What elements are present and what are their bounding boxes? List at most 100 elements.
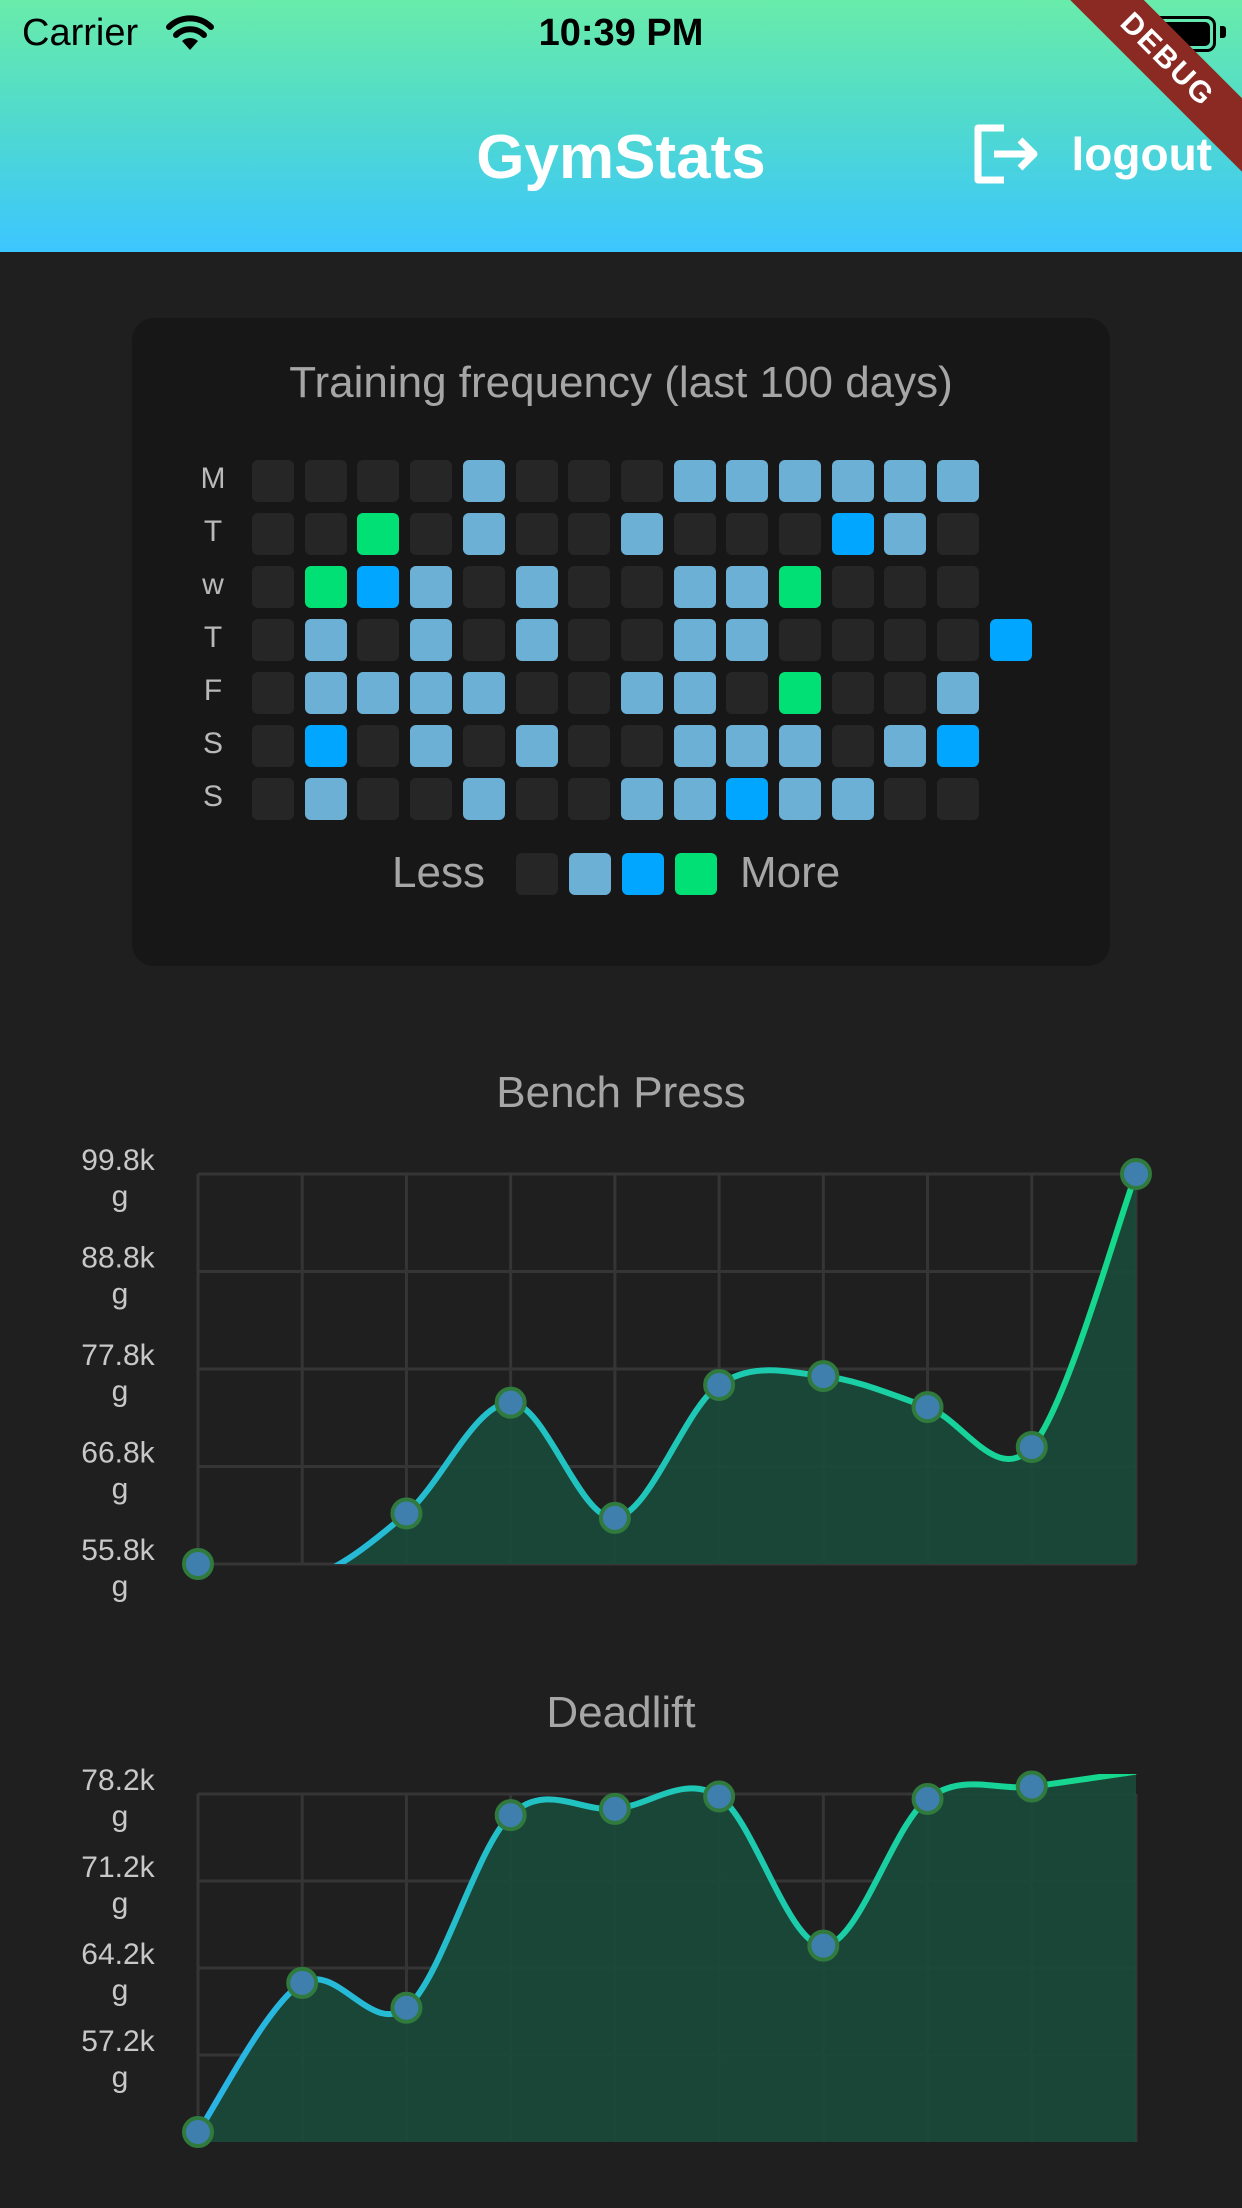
heatmap-cell — [515, 778, 558, 820]
series-area — [198, 1174, 1136, 1564]
heatmap-cell — [673, 566, 716, 608]
data-point — [390, 1991, 423, 2024]
status-bar: Carrier 10:39 PM — [0, 0, 1242, 66]
heatmap-cell — [410, 778, 453, 820]
heatmap-cell — [568, 619, 611, 661]
legend-less: Less — [392, 848, 485, 897]
heatmap-cell — [357, 619, 400, 661]
logout-button[interactable]: logout — [970, 122, 1212, 186]
data-point — [1015, 1770, 1048, 1803]
heatmap-cell — [252, 619, 294, 661]
heatmap-cell — [673, 460, 716, 502]
heatmap-cell — [410, 672, 453, 714]
heatmap-cell — [831, 725, 874, 767]
heatmap-cell — [620, 460, 663, 502]
heatmap-cell — [726, 460, 769, 502]
heatmap-cell — [357, 460, 400, 502]
y-tick-label: 99.8k g — [81, 1144, 155, 1213]
heatmap-cell — [462, 672, 505, 714]
y-tick-label: 57.2k g — [81, 2025, 155, 2094]
app-bar: Carrier 10:39 PM GymStats logout DEBUG — [0, 0, 1242, 252]
day-label: T — [203, 515, 223, 548]
legend-cell — [622, 853, 664, 895]
heatmap-cell — [831, 619, 874, 661]
data-point — [1120, 1158, 1152, 1190]
data-point — [598, 1792, 631, 1825]
heatmap-cell — [515, 566, 558, 608]
heatmap-cell — [462, 460, 505, 502]
series-area — [198, 1774, 1136, 2142]
heatmap-cell — [831, 778, 874, 820]
heatmap-cell — [673, 672, 716, 714]
y-tick-label: 88.8k g — [81, 1242, 155, 1311]
heatmap-cell — [568, 725, 611, 767]
heatmap-cell — [568, 778, 611, 820]
deadlift-chart: 78.2k g 71.2k g 64.2k g 57.2k g — [81, 1764, 1138, 2149]
carrier-label: Carrier — [22, 12, 139, 54]
heatmap-cell — [884, 460, 927, 502]
heatmap-cell — [252, 778, 294, 820]
heatmap-cell — [252, 513, 294, 555]
y-tick-label: 64.2k g — [81, 1938, 155, 2007]
day-label: F — [203, 674, 223, 707]
heatmap-cell — [884, 619, 927, 661]
logout-icon — [974, 124, 1037, 184]
heatmap-cell — [304, 778, 347, 820]
heatmap-cell — [462, 725, 505, 767]
heatmap-cell — [620, 725, 663, 767]
day-label: S — [202, 727, 223, 760]
heatmap-cell — [304, 566, 347, 608]
y-tick-label: 78.2k g — [81, 1764, 155, 1833]
app-title: GymStats — [476, 123, 766, 192]
data-point — [494, 1386, 527, 1419]
heatmap-cell — [357, 778, 400, 820]
heatmap-cell — [252, 725, 294, 767]
heatmap-cell — [304, 513, 347, 555]
data-point — [703, 1368, 736, 1401]
heatmap-cell — [410, 566, 453, 608]
heatmap-cell — [726, 513, 769, 555]
heatmap-cell — [410, 619, 453, 661]
heatmap-cell — [884, 725, 927, 767]
heatmap-cell — [410, 460, 453, 502]
day-label: w — [202, 568, 224, 601]
heatmap-cell — [726, 566, 769, 608]
heatmap-cell — [779, 513, 821, 555]
heatmap-cell — [831, 460, 874, 502]
deadlift-title: Deadlift — [546, 1688, 696, 1737]
data-point — [807, 1360, 840, 1393]
heatmap-cell — [515, 619, 558, 661]
heatmap-cell — [884, 513, 927, 555]
legend-cell — [675, 853, 717, 895]
heatmap-cell — [831, 672, 874, 714]
heatmap-cell — [937, 725, 980, 767]
data-point — [911, 1391, 944, 1424]
heatmap-cell — [620, 513, 663, 555]
data-point — [182, 1548, 214, 1580]
data-point — [494, 1799, 527, 1832]
legend-more: More — [740, 848, 841, 897]
heatmap-cell — [462, 566, 505, 608]
heatmap-cell — [462, 513, 505, 555]
heatmap-cell — [304, 725, 347, 767]
data-point — [286, 1966, 319, 1999]
day-label: S — [202, 780, 223, 813]
heatmap-cell — [410, 725, 453, 767]
heatmap-cell — [726, 672, 769, 714]
heatmap-cell — [568, 460, 611, 502]
heatmap-cell — [620, 619, 663, 661]
heatmap-cell — [831, 513, 874, 555]
heatmap-cell — [673, 619, 716, 661]
heatmap-cell — [357, 725, 400, 767]
data-point — [598, 1501, 631, 1534]
heatmap-cell — [410, 513, 453, 555]
day-label: M — [200, 462, 226, 495]
heatmap-cell — [304, 619, 347, 661]
heatmap-cell — [937, 513, 980, 555]
heatmap-cell — [726, 619, 769, 661]
legend-cell — [516, 853, 558, 895]
heatmap-cell — [357, 672, 400, 714]
data-point — [390, 1497, 423, 1530]
heatmap-cell — [673, 778, 716, 820]
